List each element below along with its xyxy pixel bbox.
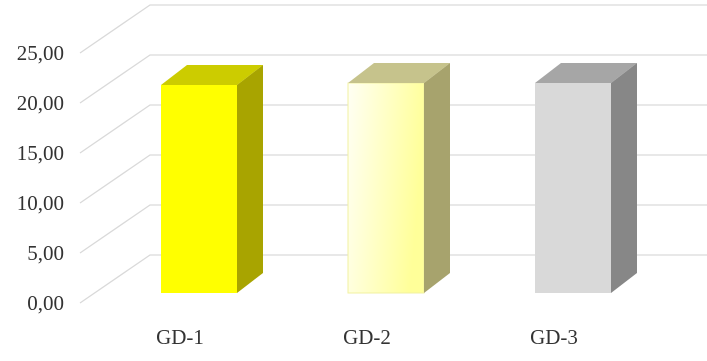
bar-top — [535, 63, 637, 83]
y-tick-label: 10,00 — [17, 191, 64, 215]
y-tick-label: 25,00 — [17, 41, 64, 65]
x-category-label: GD-3 — [530, 325, 578, 349]
y-tick-label: 5,00 — [27, 241, 64, 265]
bar-side — [237, 65, 263, 293]
x-category-label: GD-1 — [156, 325, 204, 349]
gridline — [79, 104, 707, 154]
gridline — [79, 204, 707, 254]
bar-side — [424, 63, 450, 293]
bar-top — [161, 65, 263, 85]
bar-front — [535, 83, 611, 293]
gridline — [79, 154, 707, 204]
bar-gd-3 — [535, 63, 637, 293]
gridline — [79, 54, 707, 104]
bar-front — [347, 82, 425, 294]
bar-gd-1 — [161, 65, 263, 293]
y-tick-label: 0,00 — [27, 291, 64, 315]
bar-front — [161, 85, 237, 293]
gridline — [79, 4, 707, 54]
gridline — [79, 254, 707, 304]
x-category-label: GD-2 — [343, 325, 391, 349]
bar-top — [348, 63, 450, 83]
bar-side — [611, 63, 637, 293]
bar-gd-2 — [347, 63, 450, 294]
y-tick-label: 15,00 — [17, 141, 64, 165]
y-tick-label: 20,00 — [17, 91, 64, 115]
